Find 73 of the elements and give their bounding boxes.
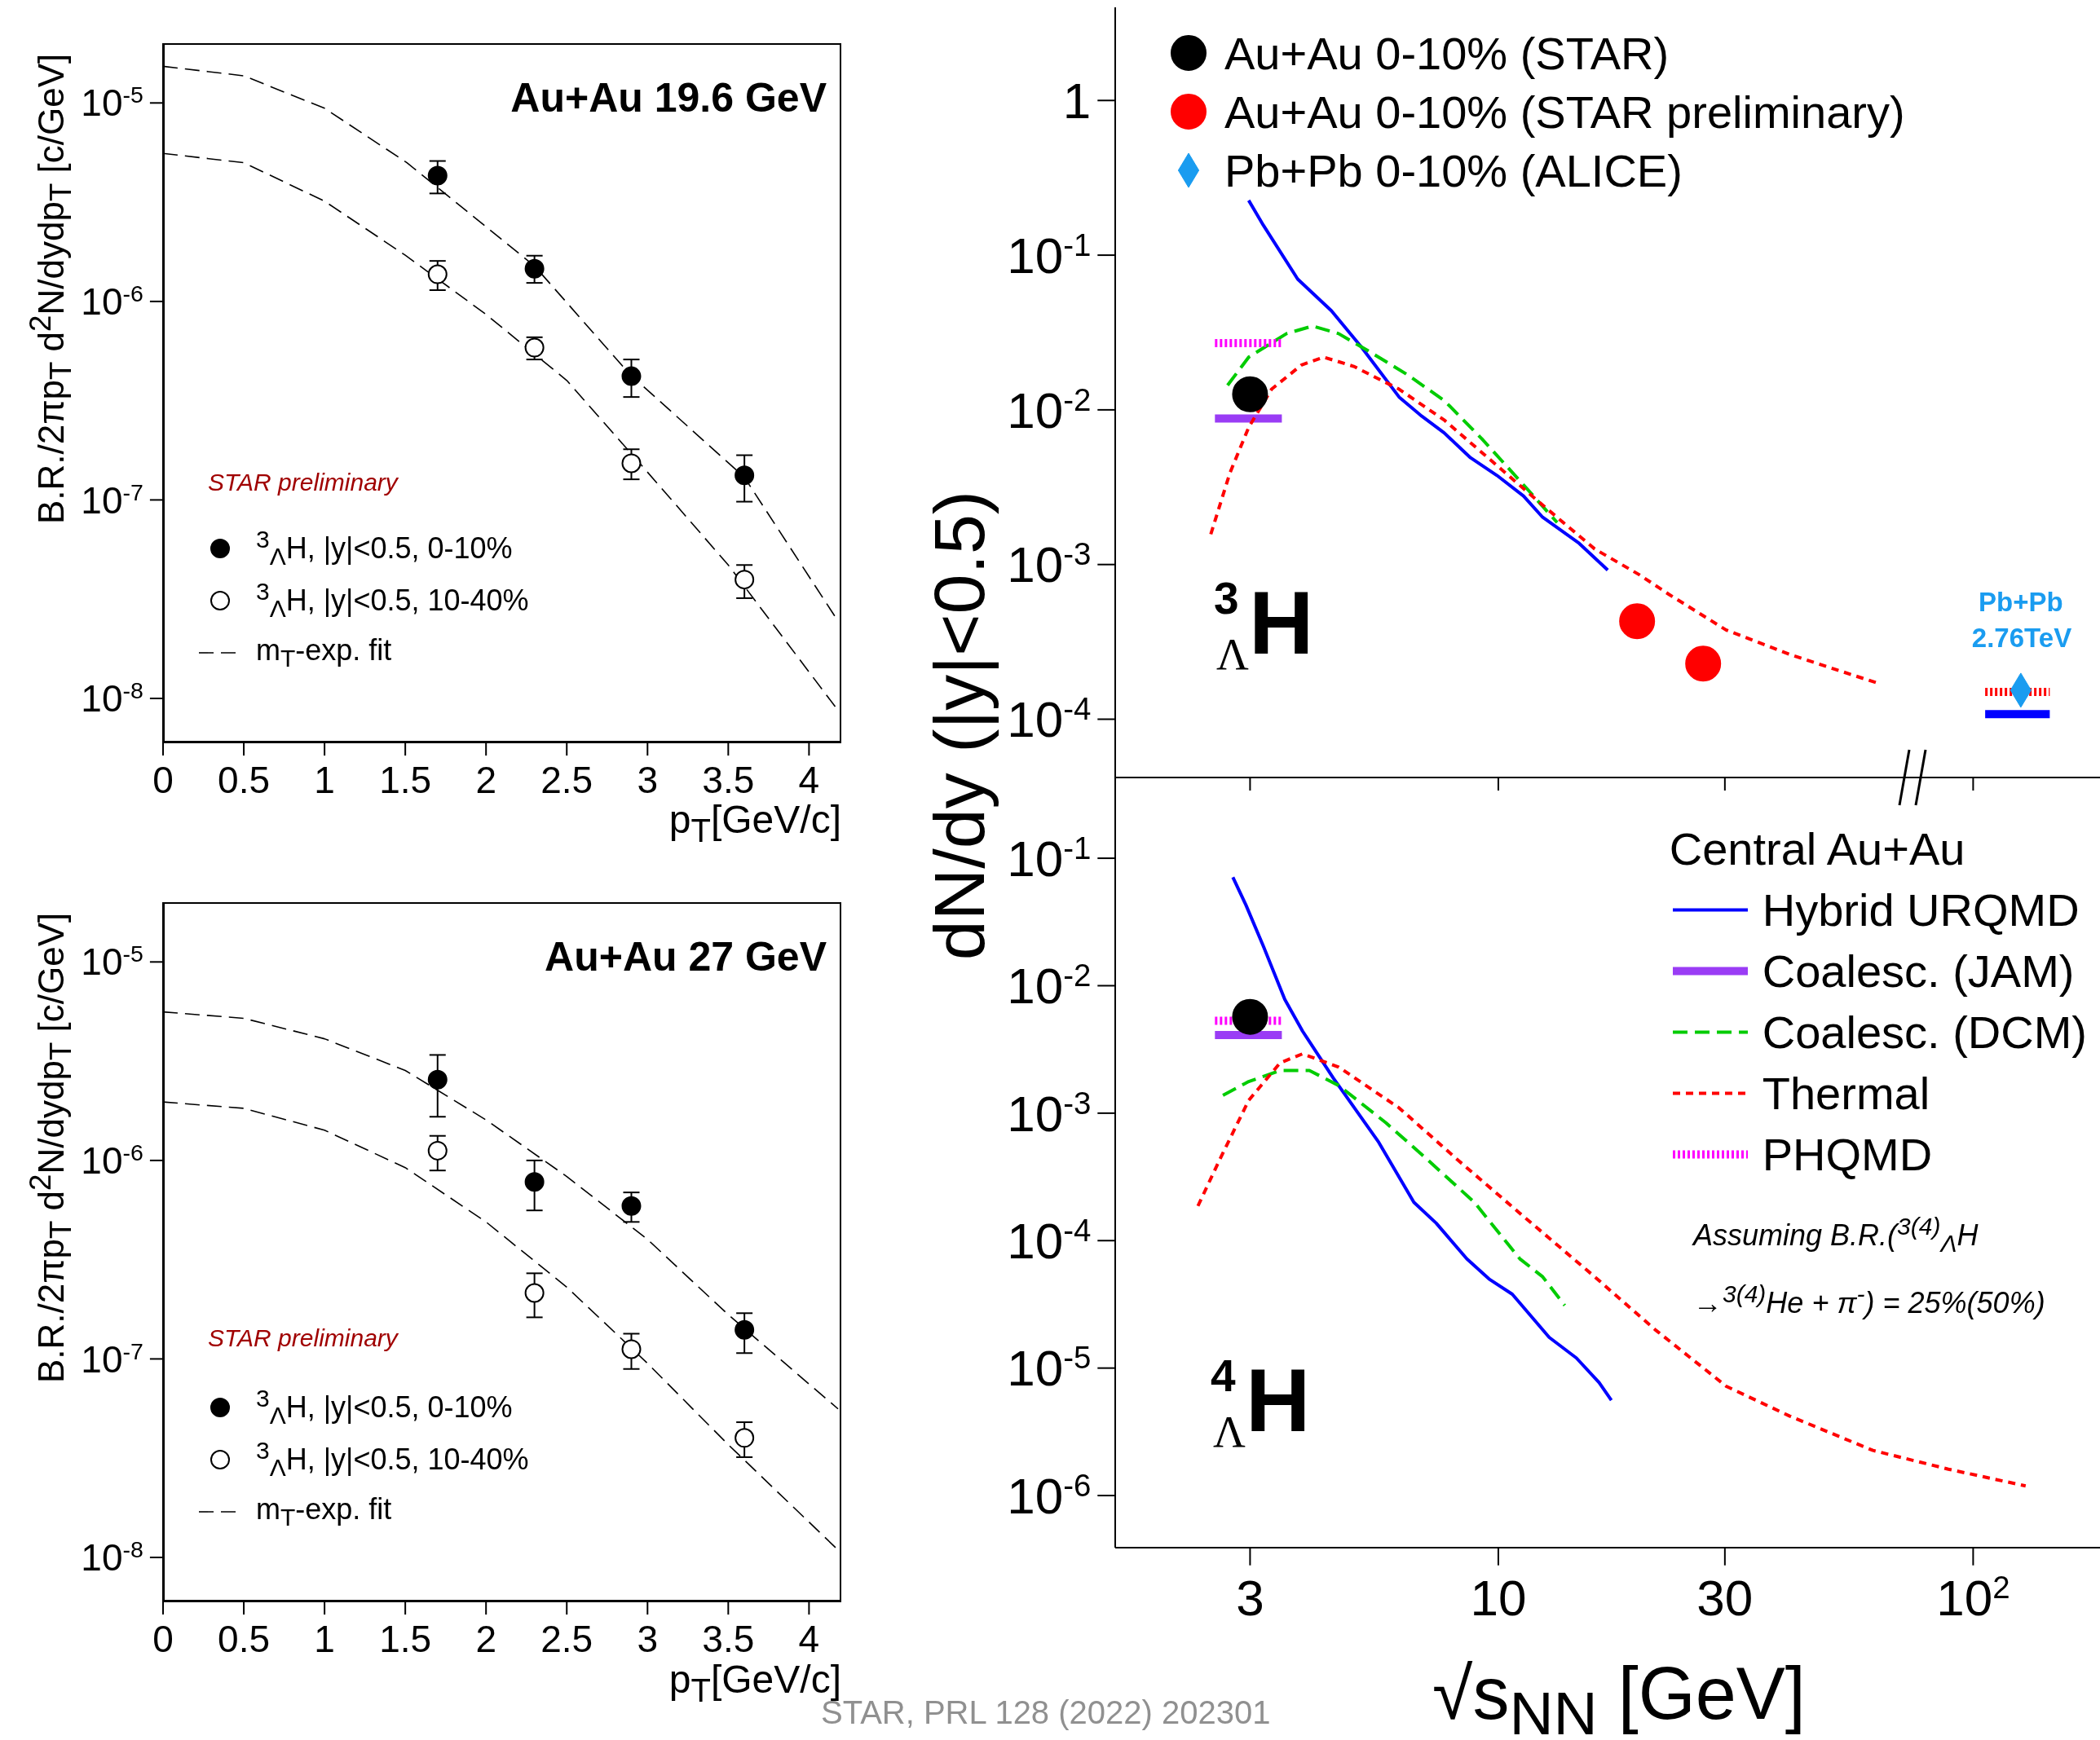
y-tick-label: 10$^{-6}$	[1007, 1467, 1092, 1524]
legend-label: Pb+Pb 0-10% (ALICE)	[1224, 144, 1683, 196]
y-tick-label: 10$^{-1}$	[1007, 227, 1092, 284]
legend-label: Coalesc. (DCM)	[1762, 1007, 2087, 1058]
y-tick-label: 10$^{-6}$	[81, 280, 143, 323]
y-tick-label: 10$^{-2}$	[1007, 957, 1092, 1015]
y-tick-label: 10$^{-8}$	[81, 677, 143, 720]
y-tick-label: 10$^{-1}$	[1007, 830, 1092, 887]
x-tick-label: 3	[637, 1617, 659, 1660]
x-tick-label: 4	[798, 1617, 820, 1660]
x-tick-label: 10	[1470, 1569, 1527, 1626]
x-axis-title: √s$_{NN}$ [GeV]	[1432, 1653, 1806, 1740]
x-tick-label: 3.5	[702, 1617, 755, 1660]
legend-label: Au+Au 0-10% (STAR)	[1224, 27, 1670, 79]
point	[735, 1428, 755, 1448]
x-tick-label: 1	[314, 758, 335, 801]
y-tick-label: 10$^{-2}$	[1007, 381, 1092, 438]
y-axis-title: dN/dy (|y|<0.5)	[919, 490, 999, 961]
point	[427, 1069, 448, 1090]
x-tick-label: 0	[152, 1617, 174, 1660]
point	[427, 264, 448, 284]
y-tick-label: 10$^{-8}$	[81, 1536, 143, 1579]
legend-label: m$_{T}$-exp. fit	[256, 632, 392, 672]
annotation: Pb+Pb 2.76TeV	[1971, 586, 2072, 653]
point	[524, 258, 545, 279]
point	[427, 165, 448, 186]
y-tick-label: 10$^{-5}$	[81, 940, 143, 984]
point	[524, 1172, 545, 1192]
legend-label: PHQMD	[1762, 1129, 1933, 1180]
x-tick-label: 1	[314, 1617, 335, 1660]
x-tick-label: 3	[637, 758, 659, 801]
x-tick-label: 0.5	[218, 1617, 271, 1660]
point	[735, 1319, 755, 1340]
x-tick-label: 2.5	[540, 758, 593, 801]
annotation: STAR preliminary	[208, 1324, 398, 1351]
y-tick-label: 10$^{-6}$	[81, 1139, 143, 1182]
text: Au+Au 27 GeV	[545, 934, 827, 980]
y-tick-label: 10$^{-7}$	[81, 1337, 143, 1381]
y-tick-label: 10$^{-5}$	[81, 81, 143, 125]
legend-label: Coalesc. (JAM)	[1762, 945, 2075, 997]
y-tick-label: 10$^{-7}$	[81, 478, 143, 522]
point	[427, 1140, 448, 1161]
point	[621, 1196, 642, 1216]
x-tick-label: 3	[1236, 1569, 1264, 1626]
y-tick-label: 10$^{-4}$	[1007, 1212, 1092, 1269]
point	[621, 366, 642, 386]
annotation: STAR preliminary	[208, 469, 398, 496]
point	[524, 1283, 545, 1303]
text: Au+Au 19.6 GeV	[510, 75, 827, 121]
legend-label: Au+Au 0-10% (STAR preliminary)	[1224, 86, 1905, 138]
y-tick-label: 10$^{-4}$	[1007, 690, 1092, 748]
legend-label: Hybrid URQMD	[1762, 884, 2080, 936]
x-tick-label: 1.5	[379, 758, 432, 801]
legend-label: Thermal	[1762, 1068, 1930, 1119]
x-tick-label: 30	[1696, 1569, 1754, 1626]
x-tick-label: 2	[475, 1617, 496, 1660]
x-tick-label: 1.5	[379, 1617, 432, 1660]
x-tick-label: 2	[475, 758, 496, 801]
x-tick-label: 2.5	[540, 1617, 593, 1660]
y-tick-label: 1	[1062, 72, 1092, 129]
legend-label: m$_{T}$-exp. fit	[256, 1491, 392, 1531]
point	[735, 465, 755, 486]
y-tick-label: 10$^{-5}$	[1007, 1339, 1092, 1397]
y-tick-label: 10$^{-3}$	[1007, 535, 1092, 593]
y-tick-label: 10$^{-3}$	[1007, 1085, 1092, 1142]
legend-title: Central Au+Au	[1669, 823, 1965, 874]
x-tick-label: 0	[152, 758, 174, 801]
text: Assuming B.R.($^{3(4)}$$_{Λ}$H →$^{3(4)}$He + π$^{-}$) = 25%(50%)	[1693, 1213, 2045, 1320]
point	[621, 453, 642, 474]
point	[735, 570, 755, 590]
point	[621, 1339, 642, 1359]
x-tick-label: 0.5	[218, 758, 271, 801]
x-tick-label: 10$^{2}$	[1936, 1569, 2010, 1626]
